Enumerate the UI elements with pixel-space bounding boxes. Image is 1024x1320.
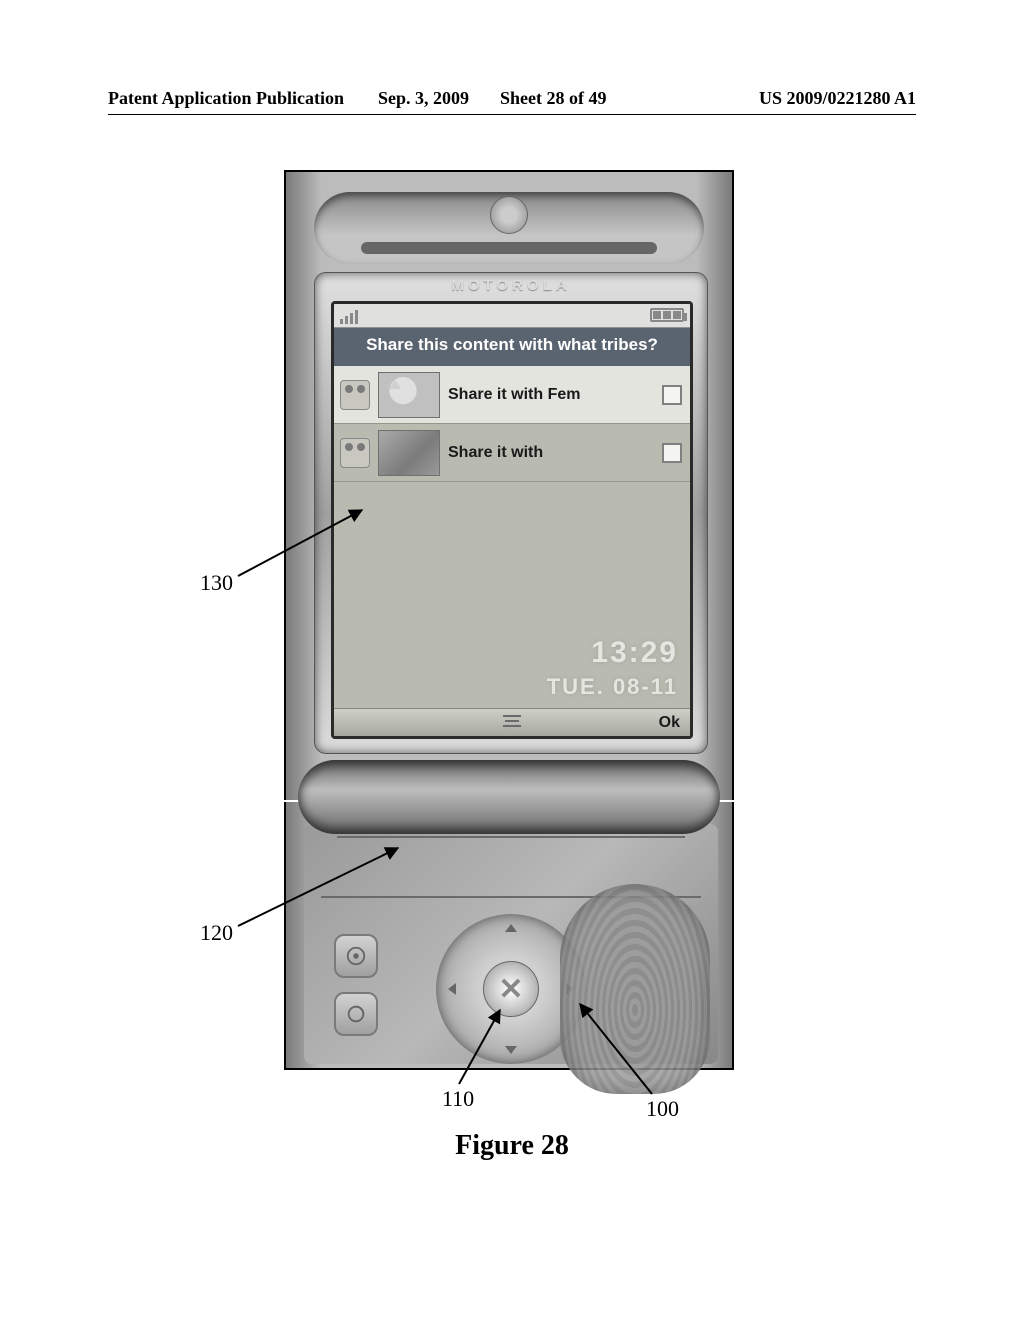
tribe-option-row[interactable]: Share it with Fem	[334, 366, 690, 424]
side-button-bottom[interactable]	[334, 992, 378, 1036]
dpad-center-button[interactable]: ✕	[483, 961, 539, 1017]
tribe-thumbnail	[378, 372, 440, 418]
screen-frame: MOTOROLA Share this content with what tr…	[314, 272, 708, 754]
tribe-option-row[interactable]: Share it with	[334, 424, 690, 482]
header-sheet: Sheet 28 of 49	[500, 88, 607, 109]
phone-bottom-shell: ✕	[284, 802, 734, 1070]
header-left: Patent Application Publication	[108, 88, 344, 109]
header-pubno: US 2009/0221280 A1	[759, 88, 916, 109]
callout-110: 110	[442, 1086, 474, 1112]
callout-100: 100	[646, 1096, 679, 1122]
speaker-slot	[361, 242, 657, 254]
battery-icon	[650, 308, 684, 322]
wallpaper-overlay: 13:29 TUE. 08-11	[334, 504, 690, 708]
softkey-bar: Ok	[334, 708, 690, 736]
thumb-illustration	[560, 884, 710, 1094]
tribe-icon	[340, 380, 370, 410]
status-bar	[334, 304, 690, 328]
dialog-title: Share this content with what tribes?	[334, 328, 690, 366]
tribe-option-label: Share it with Fem	[448, 386, 654, 404]
figure: MOTOROLA Share this content with what tr…	[284, 170, 734, 1070]
tribe-thumbnail	[378, 430, 440, 476]
header-date: Sep. 3, 2009	[378, 88, 469, 109]
dpad-left-icon[interactable]	[448, 983, 456, 995]
phone-top-shell: MOTOROLA Share this content with what tr…	[284, 170, 734, 800]
motorola-logo-icon	[490, 196, 528, 234]
brand-label: MOTOROLA	[315, 277, 707, 294]
dpad-up-icon[interactable]	[505, 924, 517, 932]
tribe-checkbox[interactable]	[662, 443, 682, 463]
screen: Share this content with what tribes? Sha…	[331, 301, 693, 739]
signal-icon	[340, 310, 358, 324]
tribe-option-label: Share it with	[448, 444, 654, 462]
keypad: ✕	[304, 824, 718, 1064]
side-button-top[interactable]	[334, 934, 378, 978]
phone-hinge	[298, 760, 720, 834]
dpad-down-icon[interactable]	[505, 1046, 517, 1054]
softkey-ok[interactable]: Ok	[659, 714, 680, 732]
menu-icon[interactable]	[503, 715, 521, 727]
figure-caption: Figure 28	[0, 1130, 1024, 1162]
callout-120: 120	[200, 920, 233, 946]
clock-date: TUE. 08-11	[547, 674, 678, 700]
tribe-icon	[340, 438, 370, 468]
clock-time: 13:29	[591, 636, 678, 670]
earpiece	[314, 192, 704, 264]
tribe-checkbox[interactable]	[662, 385, 682, 405]
callout-130: 130	[200, 570, 233, 596]
header-rule	[108, 114, 916, 115]
